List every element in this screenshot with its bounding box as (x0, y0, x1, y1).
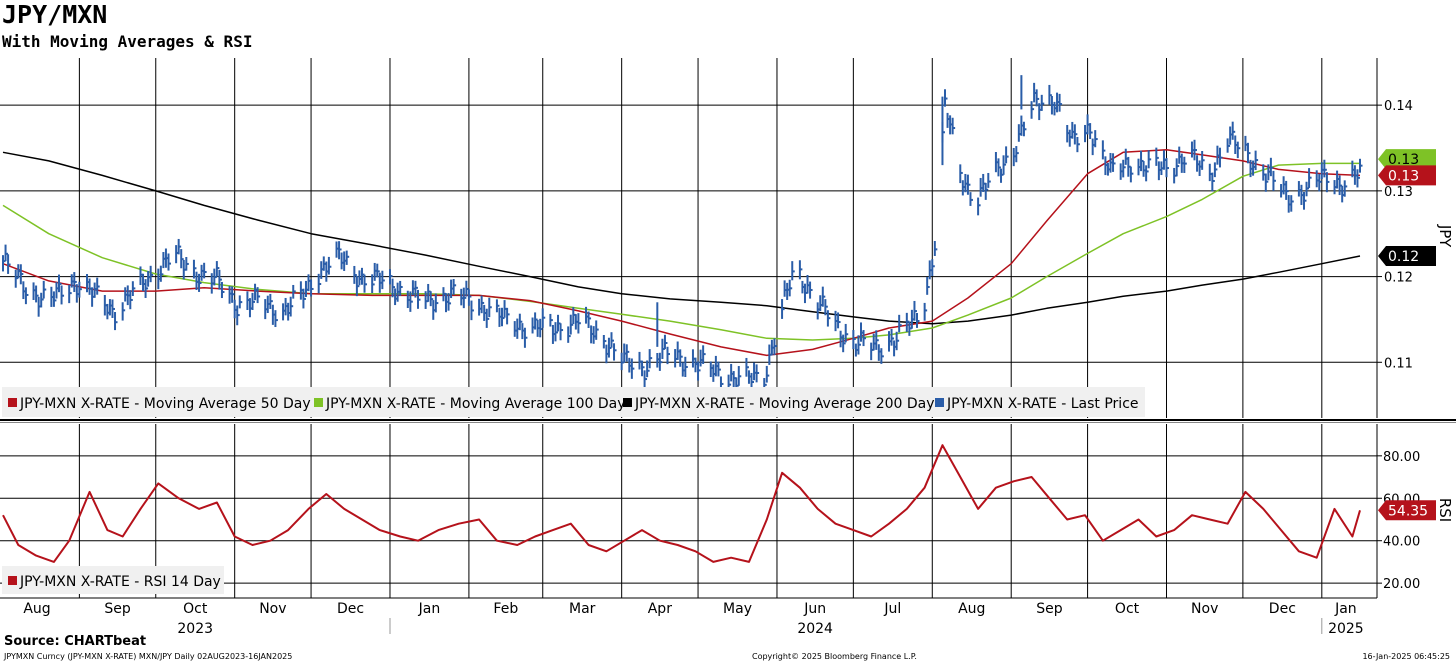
x-month-label: Nov (259, 601, 286, 617)
rsi-ytick-label: 80.00 (1383, 450, 1420, 465)
end-label-ma100-tag (1378, 149, 1436, 170)
ma50-line (2, 148, 1361, 357)
ma200-line (2, 151, 1361, 325)
end-label-ma200-tag (1378, 246, 1436, 266)
end-label-ma50-text: 0.13 (1388, 168, 1419, 184)
ma100-line (2, 162, 1360, 341)
end-label-ma200-text: 0.12 (1388, 249, 1419, 265)
x-month-label: Jun (803, 601, 826, 617)
end-label-ma50-tag (1378, 165, 1436, 186)
price-ytick-label: 0.13 (1384, 185, 1413, 200)
x-year-label: 2024 (797, 621, 833, 637)
grid-layer (0, 58, 1377, 598)
legend-label-ma100: JPY-MXN X-RATE - Moving Average 100 Day (325, 396, 626, 412)
price-yaxis-label: JPY (1436, 224, 1454, 248)
x-month-label: Apr (648, 601, 672, 617)
end-label-ma100-text: 0.13 (1388, 152, 1419, 168)
rsi-ytick-label: 40.00 (1383, 535, 1420, 550)
x-month-label: May (723, 601, 752, 617)
x-year-label: 2023 (177, 621, 213, 637)
end-label-rsi-text: 54.35 (1388, 503, 1428, 519)
x-month-label: Dec (1269, 601, 1296, 617)
end-label-rsi-tag (1378, 500, 1436, 521)
x-month-label: Sep (1036, 601, 1063, 617)
legend-swatch-price (935, 398, 944, 407)
x-year-label: 2025 (1328, 621, 1364, 637)
source-note: Source: CHARTbeat (4, 634, 147, 649)
x-month-label: Nov (1191, 601, 1218, 617)
x-month-label: Oct (1115, 601, 1140, 617)
series-layer (2, 75, 1363, 563)
axes-layer: 0.110.120.130.1420.0040.0060.0080.00JPYR… (0, 58, 1456, 637)
legend-swatch-ma200 (623, 398, 632, 407)
legend-label-ma200: JPY-MXN X-RATE - Moving Average 200 Day (634, 396, 935, 412)
x-month-label: Aug (958, 601, 985, 617)
price-ytick-label: 0.14 (1384, 99, 1413, 114)
footer-copyright: Copyright© 2025 Bloomberg Finance L.P. (752, 652, 917, 661)
footer-timestamp: 16-Jan-2025 06:45:25 (1362, 652, 1450, 661)
x-month-label: Aug (23, 601, 50, 617)
x-month-label: Feb (493, 601, 518, 617)
rsi-yaxis-label: RSI (1436, 498, 1454, 522)
chart-subtitle: With Moving Averages & RSI (2, 32, 253, 51)
x-month-label: Jan (418, 601, 441, 617)
legend-label-price: JPY-MXN X-RATE - Last Price (946, 396, 1139, 412)
chart-title: JPY/MXN (2, 0, 108, 29)
price-legend-box (2, 387, 1145, 417)
x-month-label: Sep (104, 601, 131, 617)
x-month-label: Jul (883, 601, 901, 617)
rsi-ytick-label: 20.00 (1383, 577, 1420, 592)
price-ytick-label: 0.11 (1384, 356, 1413, 371)
legend-label-ma50: JPY-MXN X-RATE - Moving Average 50 Day (19, 396, 311, 412)
rsi-line (2, 444, 1361, 563)
footer-ticker: JPYMXN Curncy (JPY-MXN X-RATE) MXN/JPY D… (4, 652, 293, 661)
price-ytick-label: 0.12 (1384, 271, 1413, 286)
legend-swatch-rsi (8, 576, 17, 585)
legend-layer: JPY-MXN X-RATE - Moving Average 50 Day JP… (2, 387, 1145, 594)
x-month-label: Mar (569, 601, 596, 617)
legend-swatch-ma50 (8, 398, 17, 407)
legend-swatch-ma100 (314, 398, 323, 407)
legend-label-rsi: JPY-MXN X-RATE - RSI 14 Day (19, 574, 221, 590)
x-month-label: Dec (337, 601, 364, 617)
rsi-legend-box (2, 566, 224, 594)
x-month-label: Oct (183, 601, 208, 617)
x-month-label: Jan (1334, 601, 1357, 617)
